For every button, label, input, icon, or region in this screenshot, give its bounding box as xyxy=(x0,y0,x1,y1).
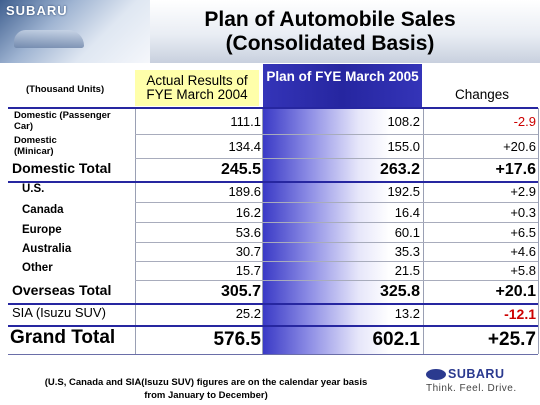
row-divider xyxy=(135,134,538,135)
plan-value: 325.8 xyxy=(379,283,420,300)
row-divider xyxy=(135,202,538,203)
row-label: Other xyxy=(22,262,53,274)
header-photo: SUBARU xyxy=(0,0,150,63)
actual-value: 189.6 xyxy=(228,184,261,199)
row-divider xyxy=(135,222,538,223)
table-row: Domestic (Passenger Car) 111.1 108.2 -2.… xyxy=(0,110,540,134)
table-bottom-border xyxy=(8,354,538,355)
grid-line xyxy=(262,108,263,354)
column-header-changes: Changes xyxy=(454,87,510,102)
table-row: Domestic (Minicar) 134.4 155.0 +20.6 xyxy=(0,135,540,158)
header-divider xyxy=(8,107,538,109)
actual-value: 305.7 xyxy=(220,283,261,300)
row-divider xyxy=(135,158,538,159)
grid-line xyxy=(538,108,539,354)
car-image xyxy=(14,30,84,48)
row-label: U.S. xyxy=(22,183,45,195)
actual-value: 53.6 xyxy=(235,225,261,240)
change-value: +2.9 xyxy=(510,184,536,199)
actual-value: 576.5 xyxy=(213,329,261,350)
table-row: Overseas Total 305.7 325.8 +20.1 xyxy=(0,281,540,303)
grid-line xyxy=(423,108,424,354)
plan-value: 192.5 xyxy=(387,184,420,199)
actual-value: 15.7 xyxy=(235,263,261,278)
table-row: SIA (Isuzu SUV) 25.2 13.2 -12.1 xyxy=(0,305,540,325)
change-value: +6.5 xyxy=(510,225,536,240)
actual-value: 111.1 xyxy=(230,114,261,129)
photo-brand-text: SUBARU xyxy=(6,3,68,18)
table-row: Other 15.7 21.5 +5.8 xyxy=(0,262,540,281)
row-label: Domestic (Passenger Car) xyxy=(14,110,111,132)
row-divider xyxy=(135,280,538,281)
plan-value: 155.0 xyxy=(387,139,420,154)
row-label: SIA (Isuzu SUV) xyxy=(12,305,106,320)
table-row: U.S. 189.6 192.5 +2.9 xyxy=(0,183,540,202)
plan-value: 13.2 xyxy=(394,306,420,321)
plan-value: 602.1 xyxy=(372,329,420,350)
column-header-plan: Plan of FYE March 2005 xyxy=(263,64,422,108)
change-value: +17.6 xyxy=(495,161,536,178)
logo-slogan: Think. Feel. Drive. xyxy=(426,383,517,394)
column-header-actual: Actual Results of FYE March 2004 xyxy=(135,70,259,106)
logo-brand: SUBARU xyxy=(448,367,505,381)
pleiades-icon xyxy=(426,369,446,380)
change-value: +5.8 xyxy=(510,263,536,278)
units-label: (Thousand Units) xyxy=(26,84,105,95)
table-row: Europe 53.6 60.1 +6.5 xyxy=(0,224,540,243)
table-row: Canada 16.2 16.4 +0.3 xyxy=(0,204,540,223)
section-divider xyxy=(8,181,538,183)
subaru-logo: SUBARU Think. Feel. Drive. xyxy=(426,367,536,401)
change-value: +20.1 xyxy=(495,283,536,300)
grid-line xyxy=(135,108,136,354)
plan-value: 60.1 xyxy=(394,225,420,240)
table-row: Australia 30.7 35.3 +4.6 xyxy=(0,243,540,262)
table-row: Domestic Total 245.5 263.2 +17.6 xyxy=(0,159,540,181)
row-label: Europe xyxy=(22,224,62,236)
footnote-line-2: from January to December) xyxy=(144,390,268,401)
row-divider xyxy=(135,242,538,243)
change-value: +4.6 xyxy=(510,244,536,259)
row-label: Canada xyxy=(22,204,64,216)
plan-value: 21.5 xyxy=(394,263,420,278)
section-divider xyxy=(8,303,538,305)
actual-value: 25.2 xyxy=(235,306,261,321)
plan-column-gradient xyxy=(263,108,422,354)
actual-value: 134.4 xyxy=(228,139,261,154)
row-label: Australia xyxy=(22,243,72,255)
row-divider xyxy=(135,261,538,262)
change-value: -2.9 xyxy=(513,114,536,129)
actual-value: 30.7 xyxy=(235,244,261,259)
table-row: Grand Total 576.5 602.1 +25.7 xyxy=(0,327,540,355)
change-value: +25.7 xyxy=(487,329,536,350)
row-label: Domestic (Minicar) xyxy=(14,135,57,157)
page-subtitle: (Consolidated Basis) xyxy=(225,32,435,55)
footnote-line-1: (U.S, Canada and SIA(Isuzu SUV) figures … xyxy=(44,377,368,388)
actual-value: 16.2 xyxy=(235,205,261,220)
actual-value: 245.5 xyxy=(220,161,261,178)
change-value: +0.3 xyxy=(510,205,536,220)
change-value: -12.1 xyxy=(504,306,536,322)
plan-value: 16.4 xyxy=(394,205,420,220)
page-title: Plan of Automobile Sales xyxy=(204,8,456,31)
row-label: Grand Total xyxy=(10,327,116,348)
row-label: Domestic Total xyxy=(12,160,112,176)
change-value: +20.6 xyxy=(503,139,536,154)
plan-value: 108.2 xyxy=(387,114,420,129)
section-divider xyxy=(8,325,538,327)
plan-value: 263.2 xyxy=(379,161,420,178)
row-label: Overseas Total xyxy=(12,282,112,298)
plan-value: 35.3 xyxy=(394,244,420,259)
